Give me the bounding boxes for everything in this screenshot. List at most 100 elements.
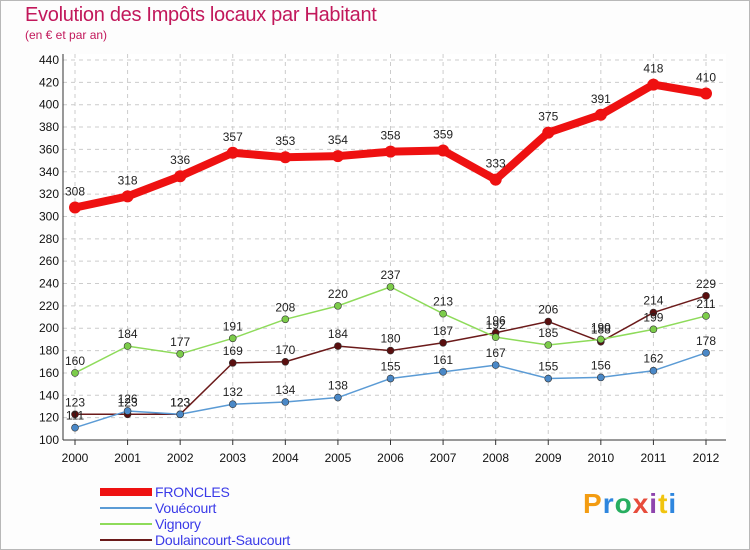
data-label: 123 [65,395,85,409]
data-point [491,333,500,341]
data-point [597,335,605,344]
data-point [437,144,450,157]
y-tick-label: 380 [39,120,59,134]
plot-area [63,54,726,440]
x-tick-label: 2006 [377,451,404,465]
data-point [71,369,79,377]
data-label: 184 [118,327,138,341]
data-label: 111 [66,409,85,423]
data-point [544,317,553,326]
data-label: 358 [380,129,400,143]
data-point [176,410,184,419]
legend-label: FRONCLES [155,484,230,500]
data-label: 206 [538,303,558,317]
data-label: 353 [275,134,295,148]
data-label: 123 [170,395,190,409]
data-label: 132 [223,385,243,399]
data-point [386,374,395,383]
legend-item: FRONCLES [100,484,400,500]
legend-item: Vignory [100,516,400,532]
data-label: 214 [643,294,663,308]
x-tick-label: 2007 [430,451,457,465]
x-tick-label: 2011 [641,451,667,465]
legend-swatch [100,523,152,525]
data-point [334,302,342,310]
data-label: 156 [591,358,611,372]
data-point [123,407,132,415]
data-label: 308 [65,185,85,199]
data-point [228,334,237,343]
legend-swatch [100,539,152,541]
data-point [489,173,502,186]
data-label: 161 [433,353,453,367]
y-tick-label: 220 [39,299,59,313]
data-point [71,410,79,419]
data-label: 418 [643,62,663,76]
data-label: 336 [170,153,190,167]
data-point [281,398,290,406]
y-tick-label: 360 [39,142,59,156]
y-tick-label: 100 [39,433,59,447]
chart-title: Evolution des Impôts locaux par Habitant [25,4,377,26]
data-point [174,170,187,183]
x-tick-label: 2005 [325,451,352,465]
data-point [702,312,710,320]
data-label: 184 [328,327,348,341]
data-label: 123 [170,395,190,409]
data-label: 178 [696,334,716,348]
data-point [228,359,237,367]
data-label: 391 [591,92,611,106]
data-label: 211 [696,297,715,311]
proxiti-logo: Proxiti [583,488,678,519]
data-label: 134 [275,383,295,397]
data-label: 167 [486,346,506,360]
data-point [649,308,658,317]
data-label: 192 [486,318,506,332]
x-tick-label: 2008 [482,451,509,465]
data-point [702,349,710,357]
legend-item: Vouécourt [100,500,400,516]
y-tick-label: 140 [39,388,59,402]
x-tick-label: 2003 [219,451,246,465]
data-label: 162 [643,352,663,366]
data-label: 375 [538,110,558,124]
y-tick-label: 420 [39,75,59,89]
legend-swatch [100,488,152,496]
data-label: 333 [486,157,506,171]
chart-subtitle: (en € et par an) [25,28,108,42]
data-point [544,374,553,383]
data-label: 187 [433,324,453,338]
y-tick-label: 440 [39,53,59,67]
x-tick-label: 2002 [167,451,194,465]
y-tick-label: 200 [39,321,59,335]
y-tick-label: 120 [39,411,59,425]
data-label: 410 [696,71,716,85]
data-point [334,342,342,350]
data-point [439,338,447,347]
data-point [69,201,81,214]
data-label: 169 [223,344,243,358]
data-point [700,87,712,100]
data-label: 196 [486,314,506,328]
data-label: 185 [538,326,558,340]
data-point [702,292,710,300]
data-point [226,146,239,159]
y-tick-label: 180 [39,344,59,358]
x-tick-label: 2000 [62,451,89,465]
data-label: 318 [118,173,138,187]
data-label: 170 [275,343,295,357]
data-point [281,315,290,324]
data-point [121,190,134,203]
data-label: 126 [118,392,138,406]
data-label: 191 [223,319,243,333]
data-point [123,342,132,350]
data-point [334,393,342,402]
data-label: 354 [328,133,348,147]
data-label: 180 [380,332,400,346]
data-label: 220 [328,287,348,301]
y-tick-label: 260 [39,254,59,268]
legend-swatch [100,507,152,509]
data-point [544,341,553,349]
data-label: 357 [223,130,243,144]
